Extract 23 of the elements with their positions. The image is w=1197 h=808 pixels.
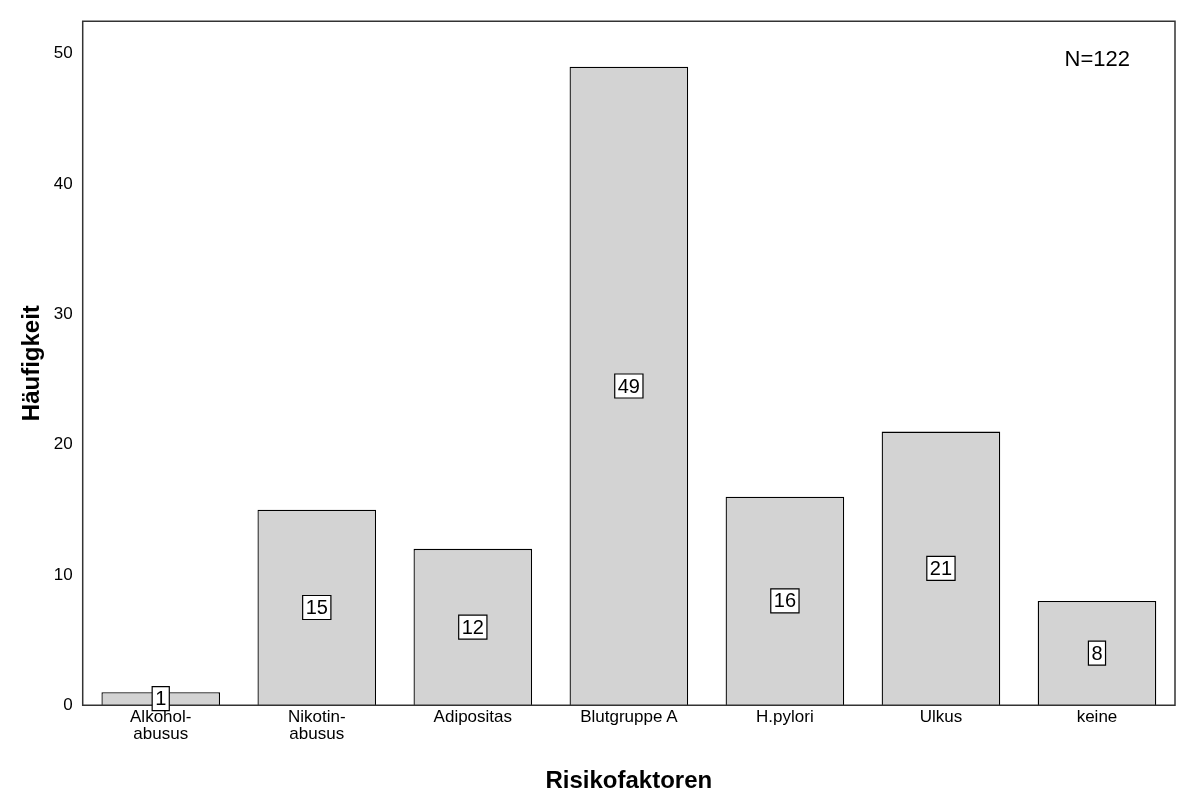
data-label: 21	[929, 556, 953, 579]
y-tick-label: 0	[63, 694, 73, 714]
data-label: 8	[1091, 641, 1103, 664]
data-label: 15	[305, 596, 328, 618]
x-tick-label: Alkohol- abusus	[130, 707, 192, 744]
data-label: 49	[617, 374, 640, 397]
x-tick-label: H.pylori	[756, 707, 814, 727]
x-tick-label: Adipositas	[433, 707, 513, 727]
y-tick-label: 20	[53, 434, 73, 454]
data-label: 1	[155, 687, 167, 710]
y-tick-label: 30	[53, 304, 73, 324]
x-axis-title: Risikofaktoren	[545, 766, 713, 794]
x-tick-label: Nikotin- abusus	[287, 707, 346, 744]
y-tick-label: 10	[53, 564, 73, 584]
annotation: N=122	[1064, 46, 1130, 72]
data-label: 16	[773, 589, 797, 612]
y-tick-label: 40	[53, 173, 73, 193]
x-tick-label: Ulkus	[919, 707, 963, 727]
y-axis-title: Häufigkeit	[17, 305, 45, 422]
x-tick-label: Blutgruppe A	[580, 707, 679, 727]
data-label: 12	[461, 615, 484, 638]
y-tick-label: 50	[53, 43, 73, 63]
x-tick-label: keine	[1076, 707, 1118, 727]
